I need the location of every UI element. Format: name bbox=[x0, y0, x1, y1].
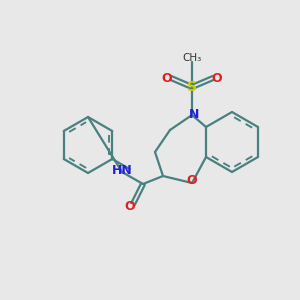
Text: O: O bbox=[162, 71, 172, 85]
Text: O: O bbox=[125, 200, 135, 214]
Text: O: O bbox=[212, 71, 222, 85]
Text: CH₃: CH₃ bbox=[182, 53, 202, 63]
Text: S: S bbox=[187, 80, 197, 94]
Text: N: N bbox=[189, 109, 199, 122]
Text: O: O bbox=[187, 175, 197, 188]
Text: HN: HN bbox=[112, 164, 132, 176]
